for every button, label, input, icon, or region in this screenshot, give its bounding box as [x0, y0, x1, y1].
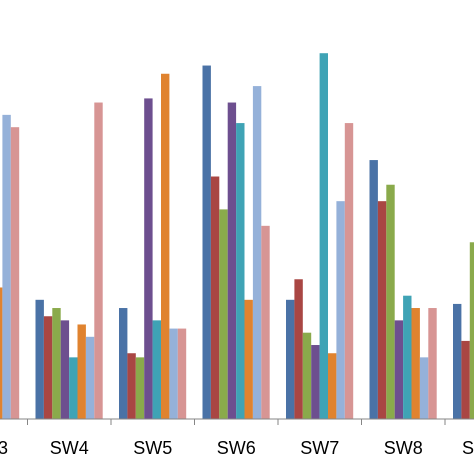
bar-sw6-series-3: [219, 209, 228, 419]
bar-sw4-series-1: [35, 299, 44, 419]
bar-sw3-series-8: [10, 127, 20, 419]
bar-sw4-series-3: [52, 308, 61, 419]
bar-sw5-series-1: [119, 308, 128, 419]
bar-sw8-series-6: [411, 308, 420, 419]
bar-sw7-series-4: [311, 345, 320, 419]
x-tick-labels-group: 3 SW4 SW5 SW6 SW7 SW8 S: [0, 438, 474, 458]
x-tick-label: 3: [0, 438, 8, 458]
bar-sw4-series-5: [69, 357, 78, 419]
bar-sw7-series-7: [336, 201, 345, 419]
bar-sw7-series-5: [319, 53, 328, 420]
bar-sw6-series-6: [244, 299, 253, 419]
bar-sw5-series-7: [169, 328, 178, 419]
bar-sw7-series-6: [328, 353, 337, 419]
bar-sw3-series-7: [2, 114, 11, 420]
bar-sw5-series-4: [144, 98, 153, 420]
bar-sw4-series-4: [60, 320, 70, 419]
bar-sw6-series-2: [210, 176, 220, 419]
x-tick-label: SW6: [217, 438, 256, 458]
bar-sw8-series-7: [419, 357, 429, 419]
bar-sw4-series-8: [94, 102, 103, 419]
bar-sw4-series-6: [77, 324, 86, 419]
x-tick-label: S: [462, 438, 474, 458]
x-tick-label: SW7: [300, 438, 339, 458]
bar-sw3-series-6: [0, 287, 3, 419]
bar-sw6-series-5: [236, 123, 245, 419]
x-tick-label: SW4: [50, 438, 89, 458]
x-tick-label: SW5: [133, 438, 172, 458]
x-tick-label: SW8: [384, 438, 423, 458]
bar-sw7-series-8: [344, 123, 354, 419]
bar-sw7-series-1: [286, 299, 295, 419]
bar-sw6-series-8: [261, 225, 270, 419]
bar-sw8-series-8: [428, 308, 437, 419]
bar-sw9-series-3: [469, 242, 474, 419]
bar-sw5-series-3: [135, 357, 145, 419]
bar-sw6-series-4: [227, 102, 237, 419]
bar-sw5-series-5: [152, 320, 161, 419]
bar-sw4-series-7: [85, 336, 95, 419]
bar-sw7-series-3: [302, 332, 312, 419]
bar-sw5-series-2: [127, 353, 136, 419]
bar-sw5-series-8: [177, 328, 187, 419]
bar-sw5-series-6: [161, 73, 170, 419]
bars-group: [0, 53, 474, 420]
bar-sw8-series-3: [386, 184, 395, 419]
bar-sw8-series-2: [377, 201, 387, 419]
bar-sw9-series-2: [461, 340, 470, 419]
bar-sw4-series-2: [43, 316, 53, 419]
bar-sw8-series-5: [403, 295, 412, 419]
bar-sw6-series-1: [202, 65, 211, 419]
x-ticks-group: [27, 419, 446, 425]
bar-sw6-series-7: [252, 86, 262, 419]
bar-sw8-series-4: [394, 320, 404, 419]
bar-sw7-series-2: [294, 279, 303, 419]
bar-sw9-series-1: [453, 303, 462, 419]
bar-sw8-series-1: [369, 160, 378, 419]
